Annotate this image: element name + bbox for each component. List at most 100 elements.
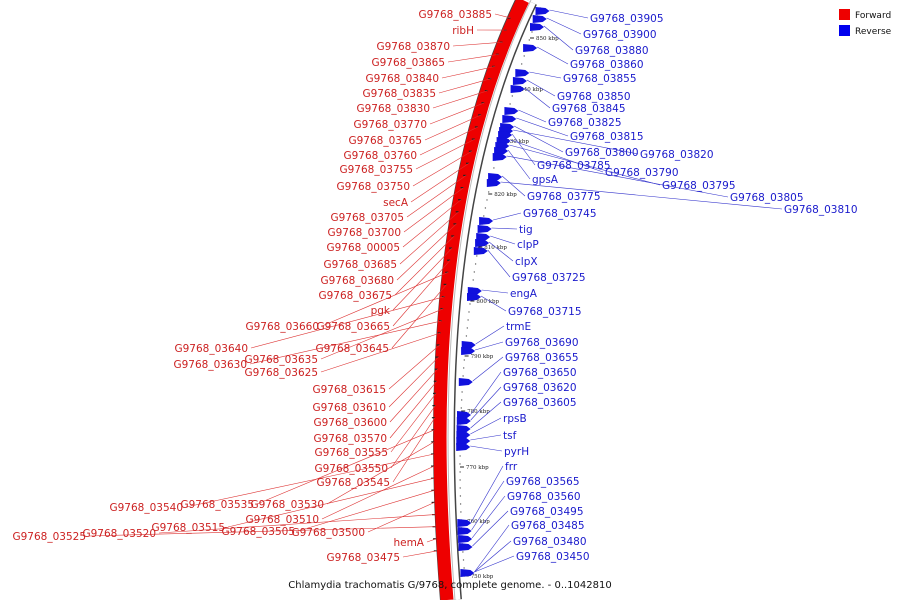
reverse-gene-label[interactable]: G9768_03655: [505, 352, 579, 364]
reverse-gene-label[interactable]: G9768_03560: [507, 491, 581, 503]
reverse-gene-label[interactable]: G9768_03810: [784, 204, 858, 216]
forward-gene-label[interactable]: G9768_03830: [356, 103, 430, 115]
forward-gene-label[interactable]: G9768_03500: [291, 527, 365, 539]
forward-gene-label[interactable]: G9768_03770: [353, 119, 427, 131]
forward-gene-label[interactable]: G9768_03760: [343, 150, 417, 162]
forward-gene-label[interactable]: G9768_03660: [245, 321, 319, 333]
forward-gene-label[interactable]: G9768_03840: [365, 73, 439, 85]
scale-dot: [484, 207, 487, 209]
forward-gene-label[interactable]: G9768_03680: [320, 275, 394, 287]
forward-gene-label[interactable]: G9768_03705: [330, 212, 404, 224]
forward-gene-label[interactable]: G9768_03755: [339, 164, 413, 176]
forward-leader: [412, 150, 472, 187]
reverse-feature: [458, 535, 473, 543]
reverse-gene-label[interactable]: tig: [519, 224, 533, 236]
forward-leader: [390, 393, 437, 453]
forward-gene-label[interactable]: G9768_03645: [315, 343, 389, 355]
reverse-gene-label[interactable]: rpsB: [503, 413, 527, 425]
forward-feature: [431, 501, 435, 503]
reverse-gene-label[interactable]: trmE: [506, 321, 531, 333]
forward-gene-label[interactable]: G9768_03615: [312, 384, 386, 396]
forward-gene-label[interactable]: G9768_03665: [316, 321, 390, 333]
reverse-gene-label[interactable]: G9768_03860: [570, 59, 644, 71]
forward-leader: [250, 296, 445, 349]
reverse-gene-label[interactable]: G9768_03690: [505, 337, 579, 349]
reverse-gene-label[interactable]: clpP: [517, 239, 539, 251]
forward-gene-label[interactable]: G9768_03475: [326, 552, 400, 564]
scale-tick-label: 850 kbp: [536, 36, 559, 42]
forward-gene-label[interactable]: G9768_03530: [250, 499, 324, 511]
forward-gene-label[interactable]: G9768_03520: [82, 528, 156, 540]
forward-gene-label[interactable]: G9768_03600: [313, 417, 387, 429]
reverse-gene-label[interactable]: G9768_03650: [503, 367, 577, 379]
forward-leader: [88, 526, 436, 537]
forward-feature: [441, 296, 445, 298]
reverse-gene-label[interactable]: clpX: [515, 256, 538, 268]
reverse-gene-label[interactable]: G9768_03900: [583, 29, 657, 41]
reverse-gene-label[interactable]: G9768_03905: [590, 13, 664, 25]
reverse-gene-label[interactable]: G9768_03785: [537, 160, 611, 172]
reverse-gene-label[interactable]: G9768_03795: [662, 180, 736, 192]
forward-gene-label[interactable]: ribH: [452, 25, 474, 37]
reverse-gene-label[interactable]: G9768_03775: [527, 191, 601, 203]
forward-gene-label[interactable]: G9768_03870: [376, 41, 450, 53]
reverse-gene-label[interactable]: G9768_03745: [523, 208, 597, 220]
reverse-gene-label[interactable]: G9768_03805: [730, 192, 804, 204]
forward-gene-label[interactable]: G9768_03625: [244, 367, 318, 379]
forward-gene-label[interactable]: G9768_03685: [323, 259, 397, 271]
reverse-gene-label[interactable]: G9768_03815: [570, 131, 644, 143]
forward-gene-label[interactable]: G9768_03505: [221, 526, 295, 538]
forward-gene-label[interactable]: G9768_03610: [312, 402, 386, 414]
reverse-gene-label[interactable]: G9768_03620: [503, 382, 577, 394]
forward-gene-label[interactable]: G9768_03545: [316, 477, 390, 489]
forward-gene-label[interactable]: G9768_03550: [314, 463, 388, 475]
forward-gene-label[interactable]: pgk: [371, 305, 391, 317]
forward-gene-label[interactable]: secA: [383, 197, 409, 209]
forward-gene-label[interactable]: G9768_03635: [244, 354, 318, 366]
reverse-gene-label[interactable]: G9768_03790: [605, 167, 679, 179]
forward-feature: [481, 102, 485, 104]
forward-gene-label[interactable]: G9768_03640: [174, 343, 248, 355]
forward-gene-label[interactable]: G9768_03700: [327, 227, 401, 239]
forward-gene-label[interactable]: G9768_03865: [371, 57, 445, 69]
reverse-gene-label[interactable]: tsf: [503, 430, 517, 442]
reverse-gene-label[interactable]: G9768_03715: [508, 306, 582, 318]
forward-gene-label[interactable]: G9768_03885: [418, 9, 492, 21]
reverse-gene-label[interactable]: G9768_03450: [516, 551, 590, 563]
reverse-gene-label[interactable]: G9768_03495: [510, 506, 584, 518]
reverse-gene-label[interactable]: G9768_03485: [511, 520, 585, 532]
reverse-gene-label[interactable]: G9768_03800: [565, 147, 639, 159]
reverse-gene-label[interactable]: G9768_03480: [513, 536, 587, 548]
reverse-gene-label[interactable]: G9768_03850: [557, 91, 631, 103]
forward-gene-label[interactable]: G9768_03570: [313, 433, 387, 445]
label-leaders: [88, 9, 783, 573]
forward-gene-label[interactable]: G9768_03540: [109, 502, 183, 514]
forward-gene-label[interactable]: G9768_03630: [173, 359, 247, 371]
reverse-gene-label[interactable]: engA: [510, 288, 538, 300]
forward-gene-label[interactable]: G9768_03835: [362, 88, 436, 100]
reverse-gene-label[interactable]: G9768_03855: [563, 73, 637, 85]
reverse-gene-label[interactable]: pyrH: [504, 446, 529, 458]
reverse-gene-label[interactable]: frr: [505, 461, 518, 473]
reverse-gene-label[interactable]: G9768_03605: [503, 397, 577, 409]
forward-gene-label[interactable]: hemA: [393, 537, 424, 549]
reverse-gene-label[interactable]: G9768_03825: [548, 117, 622, 129]
forward-gene-label[interactable]: G9768_03525: [12, 531, 86, 543]
reverse-gene-label[interactable]: G9768_03820: [640, 149, 714, 161]
scale-dot: [521, 63, 523, 65]
scale-dot: [467, 319, 469, 321]
reverse-gene-label[interactable]: G9768_03565: [506, 476, 580, 488]
forward-gene-label[interactable]: G9768_03535: [180, 499, 254, 511]
reverse-gene-label[interactable]: G9768_03845: [552, 103, 626, 115]
forward-gene-label[interactable]: G9768_03515: [151, 522, 225, 534]
forward-gene-label[interactable]: G9768_03555: [314, 447, 388, 459]
forward-gene-label[interactable]: G9768_03510: [245, 514, 319, 526]
reverse-gene-label[interactable]: G9768_03880: [575, 45, 649, 57]
reverse-gene-label[interactable]: gpsA: [532, 174, 559, 186]
forward-gene-label[interactable]: G9768_03675: [318, 290, 392, 302]
reverse-leader: [509, 144, 661, 186]
forward-gene-label[interactable]: G9768_03765: [348, 135, 422, 147]
reverse-gene-label[interactable]: G9768_03725: [512, 272, 586, 284]
forward-gene-label[interactable]: G9768_00005: [326, 242, 400, 254]
forward-gene-label[interactable]: G9768_03750: [336, 181, 410, 193]
